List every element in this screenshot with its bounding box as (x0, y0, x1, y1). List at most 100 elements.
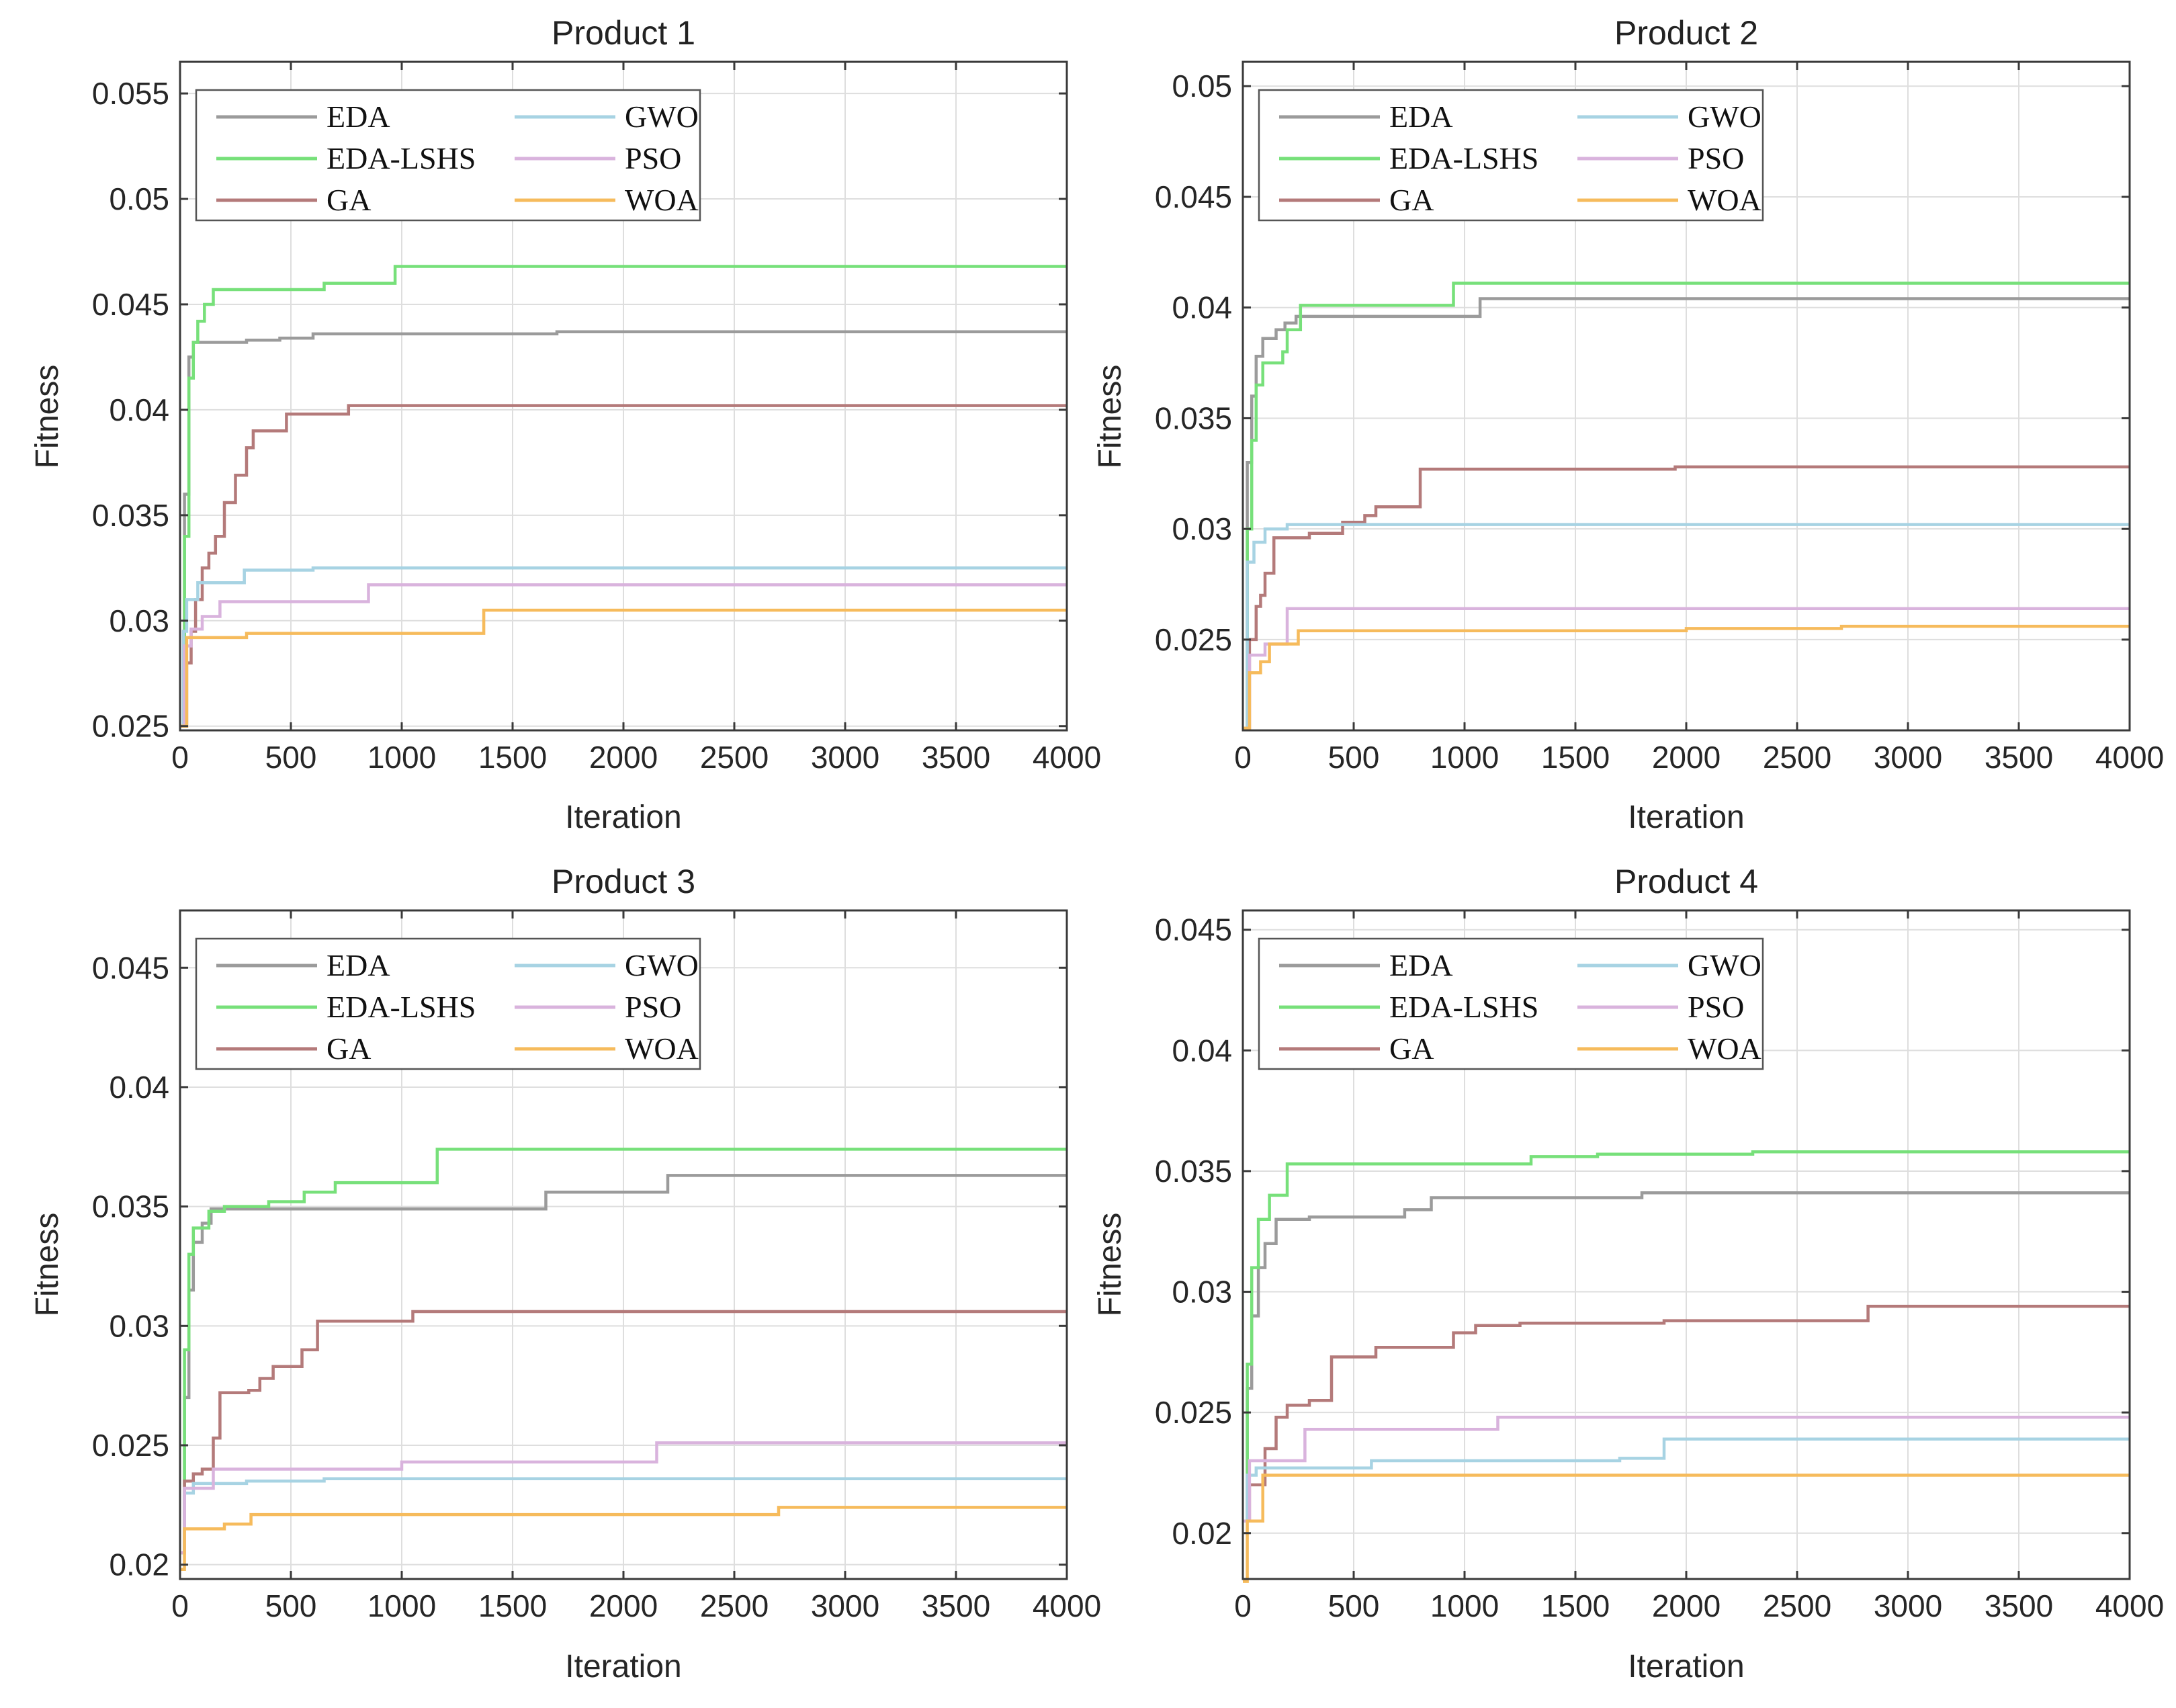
series-line-eda (180, 1174, 1067, 1555)
legend-label: GWO (625, 99, 699, 134)
series-line-gwo (1243, 523, 2130, 730)
legend: EDA EDA-LSHS GA GWO PSO WOA (1258, 937, 1764, 1070)
x-tick-label: 4000 (2095, 1588, 2164, 1623)
x-tick-label: 0 (1234, 740, 1252, 775)
legend-label: PSO (625, 141, 681, 175)
y-tick-label: 0.03 (1172, 511, 1232, 546)
legend: EDA EDA-LSHS GA GWO PSO WOA (195, 937, 701, 1070)
series-line-eda-lshs (1243, 1150, 2130, 1523)
legend-label: GWO (625, 948, 699, 982)
y-tick-label: 0.035 (1155, 1154, 1232, 1189)
y-tick-label: 0.025 (92, 1428, 169, 1463)
x-tick-label: 1500 (1541, 1588, 1610, 1623)
x-tick-label: 2000 (1652, 1588, 1721, 1623)
y-tick-label: 0.045 (92, 287, 169, 322)
x-tick-label: 2000 (1652, 740, 1721, 775)
y-tick-label: 0.04 (109, 1070, 169, 1105)
legend-label: GA (327, 1031, 371, 1066)
series-line-woa (180, 608, 1067, 728)
x-tick-label: 3000 (811, 740, 879, 775)
series-line-eda-lshs (180, 265, 1067, 728)
y-tick-label: 0.02 (109, 1547, 169, 1582)
x-tick-label: 3000 (1874, 1588, 1942, 1623)
x-tick-label: 500 (265, 1588, 317, 1623)
legend-label: EDA (327, 948, 390, 982)
legend-label: WOA (625, 1031, 699, 1066)
series-line-woa (180, 1506, 1067, 1572)
y-axis-label: Fitness (30, 365, 65, 469)
y-tick-label: 0.02 (1172, 1516, 1232, 1551)
panel-product-3: Product 3 Iteration Fitness 0 500 1000 1500… (30, 863, 1101, 1684)
x-tick-label: 1500 (1541, 740, 1610, 775)
legend-label: WOA (625, 183, 699, 217)
series-line-ga (180, 1310, 1067, 1555)
x-tick-label: 1500 (478, 1588, 547, 1623)
series-line-woa (1243, 624, 2130, 730)
x-tick-label: 1000 (1430, 740, 1499, 775)
y-tick-label: 0.055 (92, 76, 169, 111)
x-tick-label: 2000 (589, 1588, 658, 1623)
y-tick-label: 0.035 (92, 1189, 169, 1224)
x-tick-label: 1000 (367, 1588, 436, 1623)
x-tick-label: 500 (1328, 1588, 1380, 1623)
panel-title: Product 2 (1614, 14, 1758, 52)
x-tick-label: 3500 (1985, 740, 2053, 775)
legend-label: PSO (625, 990, 681, 1024)
panel-title: Product 4 (1614, 863, 1758, 900)
y-axis-label: Fitness (1092, 1213, 1128, 1317)
y-tick-label: 0.05 (1172, 69, 1232, 103)
legend-label: GWO (1688, 948, 1761, 982)
legend-label: EDA (327, 99, 390, 134)
panel-title: Product 1 (552, 14, 695, 52)
y-tick-label: 0.03 (109, 1308, 169, 1343)
x-axis-label: Iteration (1628, 800, 1744, 835)
x-tick-label: 4000 (1033, 740, 1101, 775)
legend: EDA EDA-LSHS GA GWO PSO WOA (195, 89, 701, 222)
y-tick-label: 0.04 (109, 392, 169, 427)
x-tick-label: 4000 (1033, 1588, 1101, 1623)
y-tick-label: 0.045 (92, 950, 169, 985)
y-tick-label: 0.025 (92, 709, 169, 744)
series-line-eda (1243, 1191, 2130, 1523)
x-tick-label: 1000 (367, 740, 436, 775)
legend-label: PSO (1688, 990, 1744, 1024)
x-axis-label: Iteration (565, 1649, 681, 1684)
legend-label: GA (1389, 183, 1434, 217)
legend-label: EDA-LSHS (1389, 141, 1538, 175)
y-tick-label: 0.025 (1155, 622, 1232, 657)
x-tick-label: 0 (171, 740, 189, 775)
x-tick-label: 3500 (922, 740, 990, 775)
x-tick-label: 1500 (478, 740, 547, 775)
x-tick-label: 3000 (1874, 740, 1942, 775)
panel-product-4: Product 4 Iteration Fitness 0 500 1000 1500… (1092, 863, 2164, 1684)
x-tick-label: 2500 (700, 740, 769, 775)
panel-product-1: Product 1 Iteration Fitness 0 500 1000 1500… (30, 14, 1101, 835)
legend-label: GA (327, 183, 371, 217)
y-tick-label: 0.025 (1155, 1395, 1232, 1430)
x-tick-label: 0 (1234, 1588, 1252, 1623)
series-line-eda-lshs (1243, 282, 2130, 730)
x-tick-label: 3500 (922, 1588, 990, 1623)
series-line-eda (180, 330, 1067, 728)
y-axis-label: Fitness (30, 1213, 65, 1317)
y-tick-label: 0.04 (1172, 1033, 1232, 1068)
legend-label: WOA (1688, 183, 1761, 217)
series-line-ga (1243, 1304, 2130, 1523)
x-tick-label: 2500 (700, 1588, 769, 1623)
legend-label: WOA (1688, 1031, 1761, 1066)
series-line-ga (1243, 465, 2130, 730)
y-tick-label: 0.05 (109, 181, 169, 216)
y-tick-label: 0.035 (92, 498, 169, 533)
x-axis-label: Iteration (1628, 1649, 1744, 1684)
legend-label: EDA-LSHS (327, 990, 476, 1024)
x-tick-label: 2000 (589, 740, 658, 775)
panel-product-2: Product 2 Iteration Fitness 0 500 1000 1500… (1092, 14, 2164, 835)
legend-label: EDA-LSHS (1389, 990, 1538, 1024)
series-line-pso (180, 1441, 1067, 1555)
series-line-pso (1243, 1416, 2130, 1523)
x-tick-label: 0 (171, 1588, 189, 1623)
legend-label: EDA (1389, 948, 1453, 982)
y-tick-label: 0.03 (1172, 1275, 1232, 1310)
legend-label: GA (1389, 1031, 1434, 1066)
legend-label: PSO (1688, 141, 1744, 175)
